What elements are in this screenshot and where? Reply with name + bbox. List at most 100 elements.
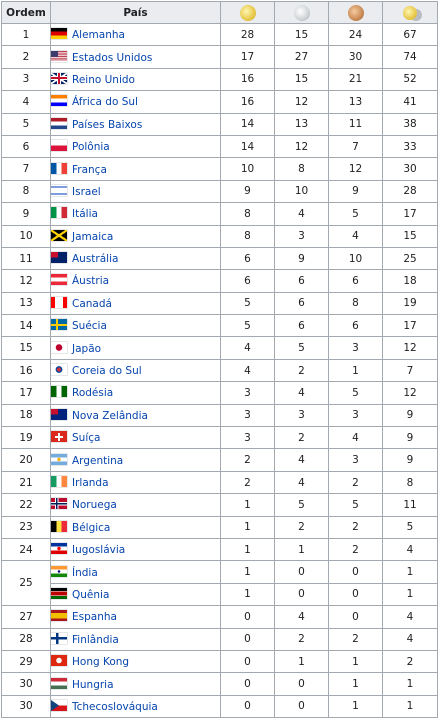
country-link[interactable]: Jamaica (72, 230, 114, 243)
gold-count-cell: 0 (220, 672, 275, 696)
rank-header[interactable]: Ordem (1, 1, 51, 24)
total-header[interactable] (382, 1, 438, 24)
country-header[interactable]: País (50, 1, 221, 24)
bronze-count-cell: 3 (328, 403, 383, 428)
country-cell: Coreia do Sul (50, 358, 221, 383)
rank-cell: 5 (1, 112, 51, 136)
medal-table-body: 1 Alemanha 28 15 24 67 2 Estados Unidos 17 27 30 74… (1, 22, 438, 719)
country-link[interactable]: Canadá (72, 297, 112, 310)
total-count-cell: 4 (382, 605, 438, 629)
country-link[interactable]: Tchecoslováquia (72, 700, 158, 713)
country-link[interactable]: Argentina (72, 454, 124, 467)
country-link[interactable]: África do Sul (72, 96, 138, 109)
silver-count-cell: 5 (274, 336, 329, 360)
bronze-count-cell: 10 (328, 246, 383, 271)
country-link[interactable]: Polônia (72, 141, 110, 154)
country-link[interactable]: Reino Unido (72, 73, 135, 86)
rank-cell: 25 (1, 560, 51, 607)
bronze-count-cell: 1 (328, 649, 383, 674)
silver-count-cell: 0 (274, 672, 329, 696)
country-link[interactable]: Rodésia (72, 387, 114, 400)
gold-count-cell: 3 (220, 426, 275, 450)
country-link[interactable]: Nova Zelândia (72, 409, 148, 422)
country-link[interactable]: Alemanha (72, 29, 125, 42)
table-row: 20 Argentina 2 4 3 9 (1, 448, 438, 472)
country-link[interactable]: Hong Kong (72, 656, 130, 669)
table-row: 24 Iugoslávia 1 1 2 4 (1, 537, 438, 562)
gold-count-cell: 17 (220, 45, 275, 69)
total-count-cell: 12 (382, 336, 438, 360)
country-cell: Áustria (50, 269, 221, 293)
table-row: 22 Noruega 1 5 5 11 (1, 493, 438, 517)
country-link[interactable]: França (72, 163, 107, 176)
country-link[interactable]: Quênia (72, 588, 110, 601)
country-link[interactable]: Estados Unidos (72, 51, 153, 64)
country-link[interactable]: Suíça (72, 432, 101, 445)
country-link[interactable]: Países Baixos (72, 118, 143, 131)
country-cell: Quênia (50, 582, 221, 607)
flag-icon-za (51, 95, 67, 107)
gold-count-cell: 28 (220, 22, 275, 47)
flag-icon-hk (51, 655, 67, 667)
silver-count-cell: 3 (274, 224, 329, 248)
total-count-cell: 9 (382, 403, 438, 428)
country-link[interactable]: Iugoslávia (72, 544, 126, 557)
table-row: 9 Itália 8 4 5 17 (1, 202, 438, 226)
total-count-cell: 30 (382, 157, 438, 181)
silver-count-cell: 5 (274, 493, 329, 517)
country-cell: África do Sul (50, 90, 221, 114)
country-link[interactable]: Israel (72, 185, 101, 198)
country-link[interactable]: Coreia do Sul (72, 365, 142, 378)
country-link[interactable]: Finlândia (72, 633, 119, 646)
country-link[interactable]: Itália (72, 208, 98, 221)
total-count-cell: 17 (382, 314, 438, 338)
table-row: 17 Rodésia 3 4 5 12 (1, 381, 438, 405)
flag-icon-jm (51, 229, 67, 241)
rank-cell: 4 (1, 90, 51, 114)
flag-icon-es (51, 610, 67, 622)
country-link[interactable]: Noruega (72, 499, 117, 512)
rank-cell: 27 (1, 605, 51, 629)
country-link[interactable]: Irlanda (72, 477, 109, 489)
flag-icon-be (51, 520, 67, 532)
silver-count-cell: 2 (274, 627, 329, 651)
total-count-cell: 8 (382, 470, 438, 495)
total-count-cell: 7 (382, 358, 438, 383)
rank-cell: 3 (1, 67, 51, 92)
country-link[interactable]: Hungria (72, 678, 114, 691)
total-count-cell: 9 (382, 426, 438, 450)
bronze-count-cell: 2 (328, 470, 383, 495)
total-count-cell: 2 (382, 649, 438, 674)
table-row: 11 Austrália 6 9 10 25 (1, 246, 438, 271)
country-link[interactable]: Japão (72, 342, 102, 355)
table-row: 30 Tchecoslováquia 0 0 1 1 (1, 694, 438, 719)
silver-count-cell: 12 (274, 90, 329, 114)
silver-count-cell: 27 (274, 45, 329, 69)
gold-header[interactable] (220, 1, 275, 24)
silver-header[interactable] (274, 1, 329, 24)
flag-icon-nz (51, 408, 67, 420)
country-link[interactable]: Áustria (72, 275, 110, 288)
country-link[interactable]: Espanha (72, 611, 117, 624)
bronze-count-cell: 2 (328, 515, 383, 539)
flag-icon-fr (51, 162, 67, 174)
country-link[interactable]: Bélgica (72, 521, 111, 534)
country-link[interactable]: Índia (72, 566, 98, 579)
country-link[interactable]: Austrália (72, 253, 119, 266)
flag-icon-it (51, 207, 67, 219)
country-cell: Jamaica (50, 224, 221, 248)
country-cell: Hungria (50, 672, 221, 696)
table-row: 4 África do Sul 16 12 13 41 (1, 90, 438, 114)
total-count-cell: 12 (382, 381, 438, 405)
bronze-count-cell: 13 (328, 90, 383, 114)
bronze-count-cell: 9 (328, 179, 383, 204)
country-link[interactable]: Suécia (72, 320, 107, 333)
rank-cell: 8 (1, 179, 51, 204)
gold-count-cell: 4 (220, 358, 275, 383)
bronze-count-cell: 5 (328, 381, 383, 405)
bronze-header[interactable] (328, 1, 383, 24)
table-row: 8 Israel 9 10 9 28 (1, 179, 438, 204)
bronze-count-cell: 8 (328, 291, 383, 316)
country-cell: Alemanha (50, 22, 221, 47)
